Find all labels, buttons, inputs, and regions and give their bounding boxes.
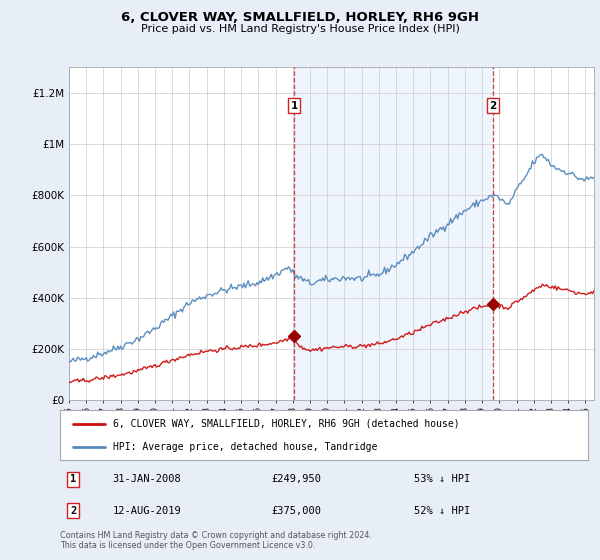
Text: 6, CLOVER WAY, SMALLFIELD, HORLEY, RH6 9GH (detached house): 6, CLOVER WAY, SMALLFIELD, HORLEY, RH6 9… (113, 418, 460, 428)
Text: HPI: Average price, detached house, Tandridge: HPI: Average price, detached house, Tand… (113, 442, 377, 452)
Text: 2: 2 (489, 101, 496, 111)
Text: Price paid vs. HM Land Registry's House Price Index (HPI): Price paid vs. HM Land Registry's House … (140, 24, 460, 34)
Text: 52% ↓ HPI: 52% ↓ HPI (414, 506, 470, 516)
Text: 31-JAN-2008: 31-JAN-2008 (113, 474, 182, 484)
Text: Contains HM Land Registry data © Crown copyright and database right 2024.
This d: Contains HM Land Registry data © Crown c… (60, 531, 372, 550)
Text: 6, CLOVER WAY, SMALLFIELD, HORLEY, RH6 9GH: 6, CLOVER WAY, SMALLFIELD, HORLEY, RH6 9… (121, 11, 479, 24)
Text: 2: 2 (70, 506, 76, 516)
Text: £375,000: £375,000 (271, 506, 321, 516)
Text: 1: 1 (290, 101, 298, 111)
Text: £249,950: £249,950 (271, 474, 321, 484)
Text: 53% ↓ HPI: 53% ↓ HPI (414, 474, 470, 484)
Text: 1: 1 (70, 474, 76, 484)
Bar (294, 67, 493, 400)
Text: 12-AUG-2019: 12-AUG-2019 (113, 506, 182, 516)
